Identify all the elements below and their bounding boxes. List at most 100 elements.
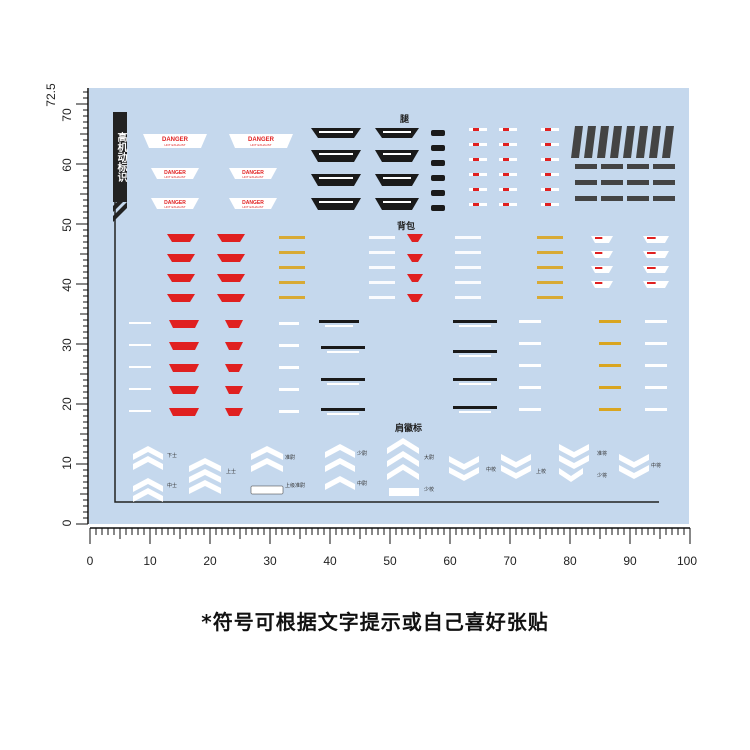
chevron-decal bbox=[189, 469, 221, 483]
gray-tag bbox=[571, 126, 583, 158]
small-decal bbox=[503, 128, 509, 131]
chevron-decal bbox=[189, 480, 221, 494]
chevron-decal bbox=[559, 455, 589, 469]
danger-subtitle: HOT EXHAUST bbox=[164, 143, 185, 147]
stripe-decal bbox=[599, 386, 621, 389]
black-decal-text bbox=[383, 177, 411, 179]
caption: *符号可根据文字提示或自己喜好张贴 bbox=[201, 610, 549, 634]
stripe-decal bbox=[369, 266, 395, 269]
red-decal bbox=[217, 254, 245, 262]
gray-tag bbox=[649, 126, 661, 158]
red-decal bbox=[217, 294, 245, 302]
small-decal bbox=[473, 203, 479, 206]
stripe-decal bbox=[519, 386, 541, 389]
black-decal bbox=[375, 174, 419, 186]
red-decal bbox=[169, 364, 199, 372]
small-decal bbox=[473, 158, 479, 161]
bottom-ruler-ticks bbox=[89, 527, 691, 544]
stripe-decal bbox=[279, 236, 305, 239]
danger-subtitle: HOT EXHAUST bbox=[164, 175, 185, 179]
danger-subtitle: HOT EXHAUST bbox=[242, 175, 263, 179]
rank-label: 大尉 bbox=[424, 455, 435, 461]
white-red-decal bbox=[595, 237, 603, 239]
white-stripe bbox=[459, 325, 491, 327]
rank-label: 中士 bbox=[167, 483, 178, 489]
small-decal bbox=[473, 143, 479, 146]
danger-subtitle: HOT EXHAUST bbox=[250, 143, 271, 147]
white-stripe bbox=[327, 413, 359, 415]
small-decal bbox=[473, 173, 479, 176]
ruler-label-20: 20 bbox=[203, 554, 217, 568]
black-chip bbox=[431, 175, 445, 181]
vertical-title: 高机动标识 bbox=[113, 112, 127, 202]
stripe-decal bbox=[279, 322, 299, 325]
rank-label: 上级准尉 bbox=[285, 483, 306, 489]
gray-tag bbox=[653, 196, 675, 201]
gray-tag bbox=[601, 164, 623, 169]
gray-tag bbox=[627, 164, 649, 169]
black-chip bbox=[431, 205, 445, 211]
stripe-decal bbox=[129, 322, 151, 324]
danger-subtitle: HOT EXHAUST bbox=[164, 205, 185, 209]
stripe-decal bbox=[129, 410, 151, 412]
danger-decal bbox=[151, 198, 199, 209]
white-red-decal bbox=[647, 237, 656, 239]
red-decal bbox=[167, 294, 195, 302]
black-chip bbox=[431, 130, 445, 136]
black-stripe bbox=[453, 320, 497, 323]
rank-label: 上校 bbox=[536, 469, 547, 475]
black-stripe bbox=[453, 378, 497, 381]
white-red-decal bbox=[643, 251, 669, 258]
decal-sheet: DANGER HOT EXHAUST DANGER HOT EXHAUST DANGER… bbox=[89, 88, 689, 524]
small-decal bbox=[545, 143, 551, 146]
chevron-decal bbox=[133, 456, 163, 470]
stripe-decal bbox=[369, 296, 395, 299]
ruler-label-72-5: 72.5 bbox=[44, 83, 58, 107]
red-decal bbox=[217, 274, 245, 282]
stripe-decal bbox=[537, 266, 563, 269]
black-decal-text bbox=[383, 131, 411, 133]
red-decal bbox=[169, 408, 199, 416]
chevron-decal bbox=[387, 451, 419, 467]
section-label-shoulder: 肩徽标 bbox=[395, 424, 423, 434]
small-decal bbox=[473, 188, 479, 191]
black-decal bbox=[311, 150, 361, 162]
white-stripe bbox=[327, 351, 359, 353]
stripe-decal bbox=[279, 344, 299, 347]
gray-tag bbox=[653, 164, 675, 169]
red-decal bbox=[225, 408, 243, 416]
ruler-label-50: 50 bbox=[383, 554, 397, 568]
black-chip bbox=[431, 160, 445, 166]
danger-decal bbox=[143, 134, 207, 148]
gray-tag bbox=[584, 126, 596, 158]
stripe-decal bbox=[279, 281, 305, 284]
stripe-decal bbox=[519, 408, 541, 411]
stripe-decal bbox=[455, 266, 481, 269]
gray-tag bbox=[627, 196, 649, 201]
black-decal bbox=[311, 198, 361, 210]
danger-decal bbox=[229, 198, 277, 209]
ruler-label-100: 100 bbox=[676, 554, 698, 568]
small-decal bbox=[545, 158, 551, 161]
chevron-decal bbox=[501, 454, 531, 468]
stripe-decal bbox=[455, 236, 481, 239]
rank-label: 少将 bbox=[597, 473, 608, 479]
red-decal bbox=[225, 386, 243, 394]
white-red-decal bbox=[647, 252, 656, 254]
stripe-decal bbox=[279, 410, 299, 413]
ruler-label-10: 10 bbox=[60, 456, 74, 470]
white-red-decal bbox=[595, 282, 603, 284]
danger-title: DANGER bbox=[248, 137, 275, 143]
stripe-decal bbox=[279, 366, 299, 369]
red-decal bbox=[407, 254, 423, 262]
ruler-label-60: 60 bbox=[443, 554, 457, 568]
small-decal bbox=[545, 173, 551, 176]
black-decal bbox=[311, 174, 361, 186]
stripe-decal bbox=[537, 251, 563, 254]
ruler-label-30: 30 bbox=[60, 338, 74, 352]
gray-tag bbox=[610, 126, 622, 158]
gray-tag bbox=[627, 180, 649, 185]
white-stripe bbox=[459, 411, 491, 413]
rank-label: 少尉 bbox=[357, 451, 368, 457]
